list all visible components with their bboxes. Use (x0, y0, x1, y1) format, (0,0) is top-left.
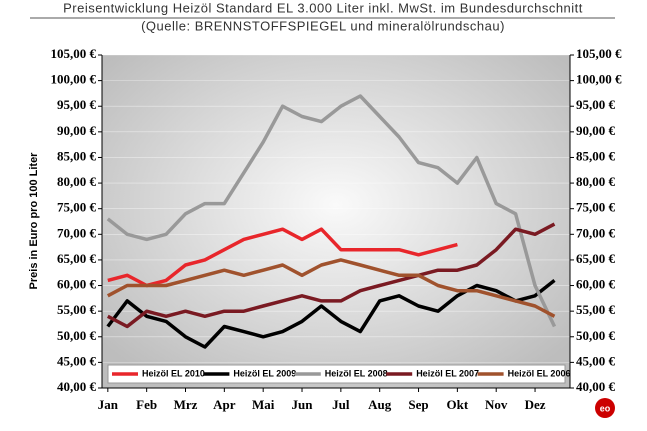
y2-tick-label: 80,00 € (576, 174, 616, 189)
y2-tick-label: 45,00 € (576, 353, 616, 368)
y2-tick-label: 85,00 € (576, 148, 616, 163)
svg-text:eo: eo (600, 403, 611, 413)
x-tick-label: Jul (332, 397, 350, 412)
series-line (106, 258, 556, 318)
y2-tick-label: 90,00 € (576, 123, 616, 138)
legend-label: Heizöl EL 2007 (416, 368, 479, 378)
y-tick-label: 90,00 € (57, 123, 97, 138)
legend (107, 364, 566, 384)
y-tick-label: 95,00 € (57, 97, 97, 112)
y-tick-label: 55,00 € (57, 302, 97, 317)
y2-tick-label: 60,00 € (576, 277, 616, 292)
x-tick-label: Aug (368, 397, 392, 412)
series-line (106, 222, 556, 329)
legend-label: Heizöl EL 2008 (325, 368, 388, 378)
y2-tick-label: 100,00 € (576, 72, 622, 87)
y2-tick-label: 40,00 € (576, 379, 616, 394)
legend-label: Heizöl EL 2009 (233, 368, 296, 378)
y-tick-label: 45,00 € (57, 353, 97, 368)
x-tick-label: Dez (525, 397, 546, 412)
series-line (106, 279, 556, 349)
y-tick-label: 70,00 € (57, 225, 97, 240)
x-tick-label: Mai (252, 397, 275, 412)
plot-area (102, 55, 570, 388)
x-tick-label: Jun (292, 397, 314, 412)
x-tick-label: Nov (485, 397, 508, 412)
y2-tick-label: 70,00 € (576, 225, 616, 240)
y-tick-label: 60,00 € (57, 277, 97, 292)
chart-title: Preisentwicklung Heizöl Standard EL 3.00… (63, 0, 583, 15)
chart-subtitle: (Quelle: BRENNSTOFFSPIEGEL und mineralöl… (141, 18, 505, 33)
y-tick-label: 50,00 € (57, 328, 97, 343)
y2-tick-label: 50,00 € (576, 328, 616, 343)
x-tick-label: Sep (408, 397, 428, 412)
series-line (107, 227, 458, 288)
x-tick-label: Okt (447, 397, 469, 412)
x-tick-label: Mrz (174, 397, 198, 412)
logo: eo (595, 398, 615, 418)
y-tick-label: 105,00 € (51, 46, 97, 61)
legend-label: Heizöl EL 2006 (508, 368, 571, 378)
y-tick-label: 80,00 € (57, 174, 97, 189)
x-tick-label: Jan (98, 397, 119, 412)
series-line (106, 94, 557, 328)
y-tick-label: 75,00 € (57, 200, 97, 215)
y-tick-label: 85,00 € (57, 148, 97, 163)
y-tick-label: 40,00 € (57, 379, 97, 394)
y2-tick-label: 105,00 € (576, 46, 622, 61)
x-tick-label: Feb (136, 397, 157, 412)
y2-tick-label: 55,00 € (576, 302, 616, 317)
y-tick-label: 65,00 € (57, 251, 97, 266)
y-tick-label: 100,00 € (51, 72, 97, 87)
y2-tick-label: 95,00 € (576, 97, 616, 112)
y2-tick-label: 75,00 € (576, 200, 616, 215)
y2-tick-label: 65,00 € (576, 251, 616, 266)
x-tick-label: Apr (213, 397, 236, 412)
legend-label: Heizöl EL 2010 (142, 368, 205, 378)
y-axis-label: Preis in Euro pro 100 Liter (28, 152, 40, 290)
